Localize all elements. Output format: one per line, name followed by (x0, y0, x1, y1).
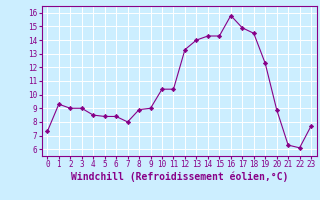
X-axis label: Windchill (Refroidissement éolien,°C): Windchill (Refroidissement éolien,°C) (70, 172, 288, 182)
